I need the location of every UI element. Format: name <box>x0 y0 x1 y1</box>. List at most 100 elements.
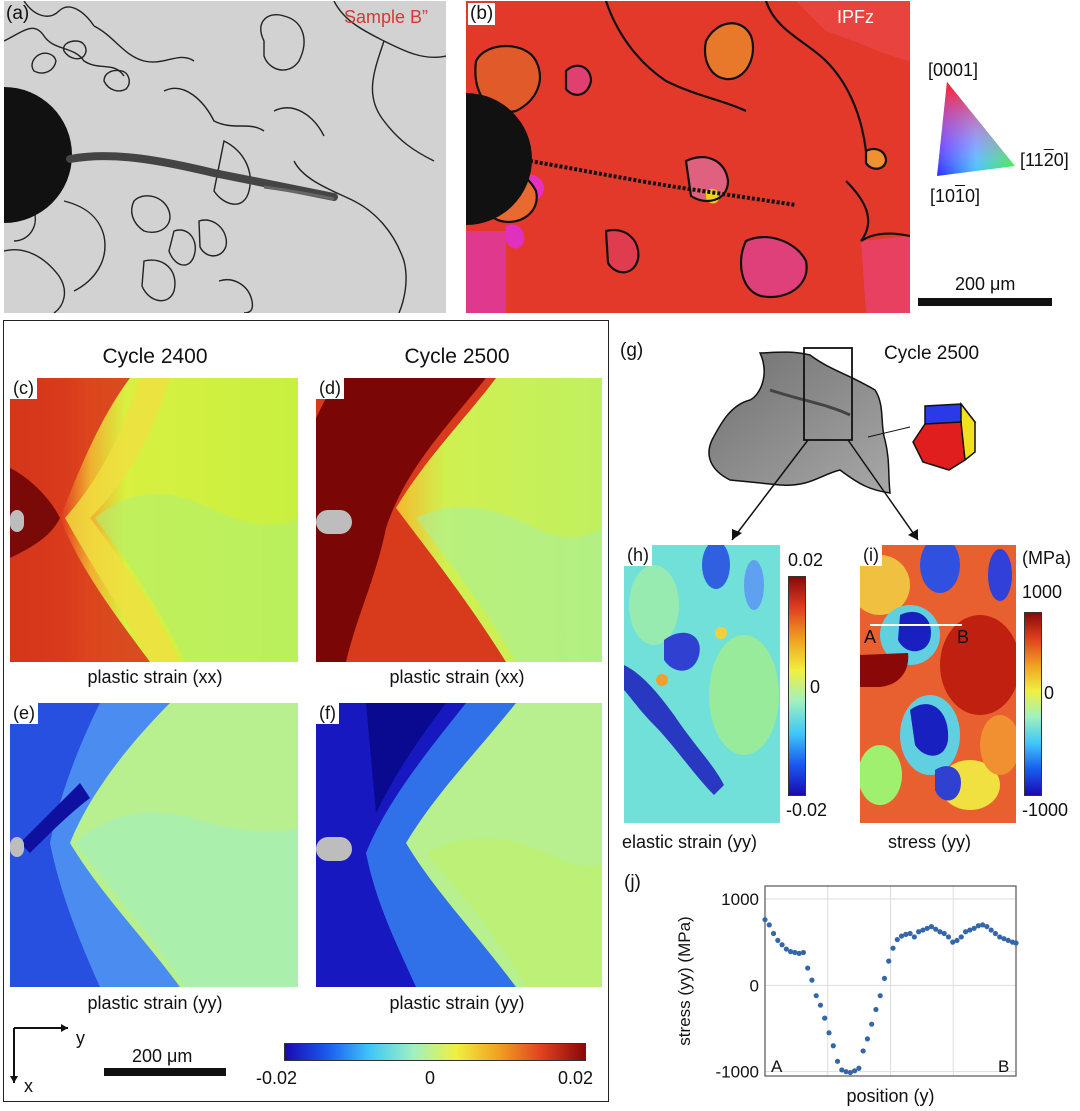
y-tick-label-2: -1000 <box>716 1063 759 1082</box>
data-point <box>881 975 888 982</box>
data-point <box>847 1069 853 1076</box>
top-scale-bar <box>918 298 1052 306</box>
caption-e: plastic strain (yy) <box>87 993 223 1013</box>
panel-g-title: Cycle 2500 <box>884 343 980 364</box>
data-point <box>984 923 990 930</box>
panel-d-letter: (d) <box>316 378 344 399</box>
y-tick-label-0: 1000 <box>721 890 759 909</box>
data-point <box>898 933 905 939</box>
colorbar-i <box>1024 612 1042 796</box>
data-point <box>975 923 981 929</box>
data-point <box>1001 936 1007 942</box>
chart-annotation-a: A <box>771 1057 783 1076</box>
caption-c: plastic strain (xx) <box>87 667 223 687</box>
panel-c-letter: (c) <box>10 378 37 399</box>
data-point <box>941 930 947 937</box>
data-point <box>775 937 781 944</box>
data-point <box>962 929 969 935</box>
title-cycle-2400: Cycle 2400 <box>102 345 208 368</box>
colorbar-i-min: -1000 <box>1022 800 1069 820</box>
data-point <box>839 1067 845 1073</box>
data-point <box>805 965 811 971</box>
stress-profile-chart: 1000 0 -1000 stress (yy) (MPa) position (y) A… <box>670 876 1070 1106</box>
colorbar-mid: 0 <box>425 1068 436 1088</box>
grain-image <box>700 345 960 545</box>
data-point <box>856 1065 862 1071</box>
caption-f: plastic strain (yy) <box>389 993 525 1013</box>
colorbar-h-mid: 0 <box>810 677 821 697</box>
data-point <box>903 931 909 937</box>
data-point <box>830 1043 836 1049</box>
data-point <box>890 945 896 951</box>
axis-y-label: y <box>76 1028 85 1048</box>
data-point <box>864 1036 871 1042</box>
data-point <box>817 1002 824 1008</box>
data-point <box>945 934 952 940</box>
colorbar-i-unit: (MPa) <box>1022 548 1071 568</box>
colorbar-h-max: 0.02 <box>788 550 824 570</box>
map-f: (f) <box>316 703 602 987</box>
axis-x-label: x <box>24 1076 33 1096</box>
panel-j-letter: (j) <box>624 872 641 893</box>
crack <box>66 152 338 201</box>
crystal-hexagon-icon <box>905 400 980 472</box>
data-point <box>770 930 777 937</box>
map-c: (c) <box>10 378 298 662</box>
caption-h: elastic strain (yy) <box>622 832 758 852</box>
data-point <box>1013 940 1019 946</box>
point-a-label: A <box>864 627 877 647</box>
data-point <box>826 1030 832 1036</box>
data-point <box>843 1069 849 1075</box>
grain-boundaries <box>4 1 446 313</box>
panel-f-letter: (f) <box>316 703 339 724</box>
x-axis-label: position (y) <box>846 1086 934 1106</box>
ipf-key-bottom-label: [1010] <box>930 186 981 206</box>
bottom-scale-label: 200 μm <box>132 1046 193 1066</box>
data-point <box>796 950 802 956</box>
data-point <box>988 927 994 933</box>
data-point <box>971 925 977 931</box>
panel-g-letter: (g) <box>620 340 644 361</box>
data-point <box>928 923 935 930</box>
ipf-key-top-label: [0001] <box>928 60 979 80</box>
data-point <box>762 917 768 923</box>
data-point <box>954 937 960 944</box>
data-point <box>894 936 900 943</box>
data-point <box>916 929 922 935</box>
ipf-triangle <box>937 82 1017 178</box>
panel-b-ipf-map: (b) IPFz <box>466 1 910 313</box>
data-point <box>792 949 798 956</box>
map-e: (e) <box>10 703 298 987</box>
data-point <box>992 930 999 937</box>
top-scale-label: 200 μm <box>955 274 1016 294</box>
data-point <box>822 1015 828 1021</box>
data-point <box>852 1068 858 1074</box>
data-point <box>783 946 789 952</box>
data-point <box>860 1048 866 1054</box>
data-point <box>911 934 917 940</box>
data-point <box>877 993 883 999</box>
bottom-scale-bar <box>104 1068 226 1076</box>
data-point <box>809 977 815 983</box>
chart-annotation-b: B <box>998 1057 1009 1076</box>
title-cycle-2500: Cycle 2500 <box>404 345 510 368</box>
colorbar-i-mid: 0 <box>1044 683 1055 703</box>
data-point <box>788 949 794 955</box>
data-point <box>950 939 956 945</box>
panel-a-letter: (a) <box>6 3 30 24</box>
data-point <box>958 934 964 940</box>
panel-i-letter: (i) <box>860 545 882 566</box>
data-point <box>873 1006 879 1013</box>
data-point <box>766 922 772 928</box>
data-point <box>869 1021 875 1027</box>
data-point <box>980 922 986 928</box>
data-point <box>800 949 807 956</box>
panel-b-letter: (b) <box>468 3 496 25</box>
data-point <box>1005 937 1011 944</box>
map-d: (d) <box>316 378 602 662</box>
colorbar-max: 0.02 <box>558 1068 594 1088</box>
y-tick-label-1: 0 <box>750 976 759 995</box>
colorbar-h-min: -0.02 <box>786 800 828 820</box>
data-point <box>907 930 913 937</box>
strain-colorbar <box>284 1043 586 1061</box>
